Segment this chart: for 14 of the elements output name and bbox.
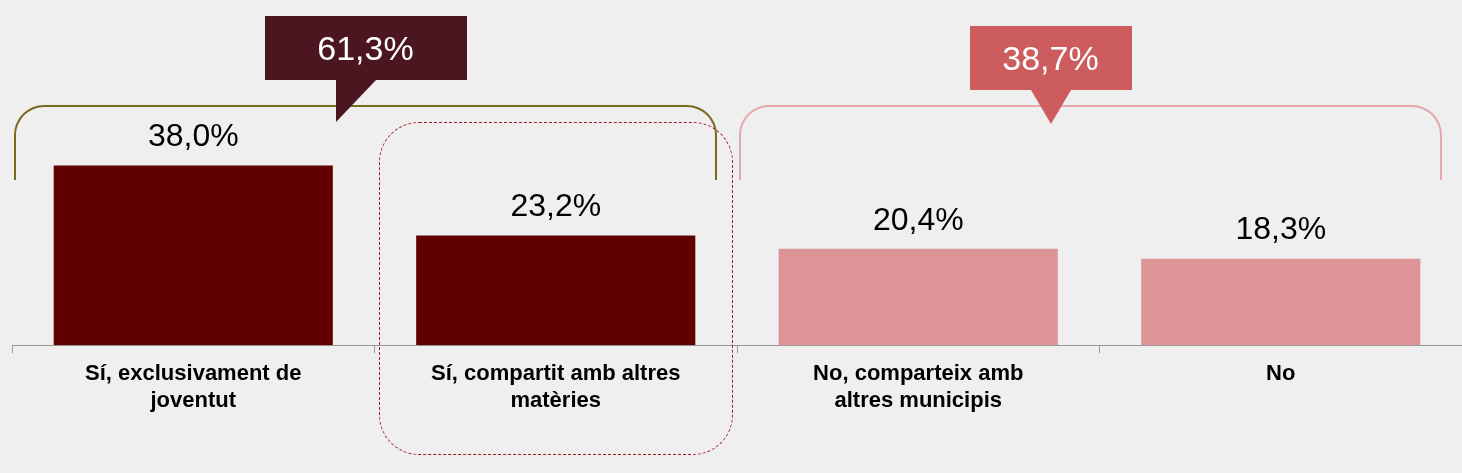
bar — [416, 235, 696, 346]
text: 61,3% — [264, 16, 467, 80]
x-tick-label: No — [1266, 360, 1296, 386]
data-label: 38,0% — [147, 117, 239, 154]
data-label: 20,4% — [872, 200, 964, 237]
bar — [1141, 258, 1421, 346]
x-tick-label: Sí, exclusivament de joventut — [85, 360, 302, 412]
text: 38,7% — [969, 26, 1132, 90]
bar — [778, 248, 1058, 346]
x-tick-label: No, comparteix amb altres municipis — [813, 360, 1024, 412]
data-label: 18,3% — [1235, 210, 1327, 247]
data-label: 23,2% — [510, 187, 602, 224]
bar — [53, 165, 333, 346]
x-tick-label: Sí, compartit amb altres matèries — [431, 360, 681, 412]
